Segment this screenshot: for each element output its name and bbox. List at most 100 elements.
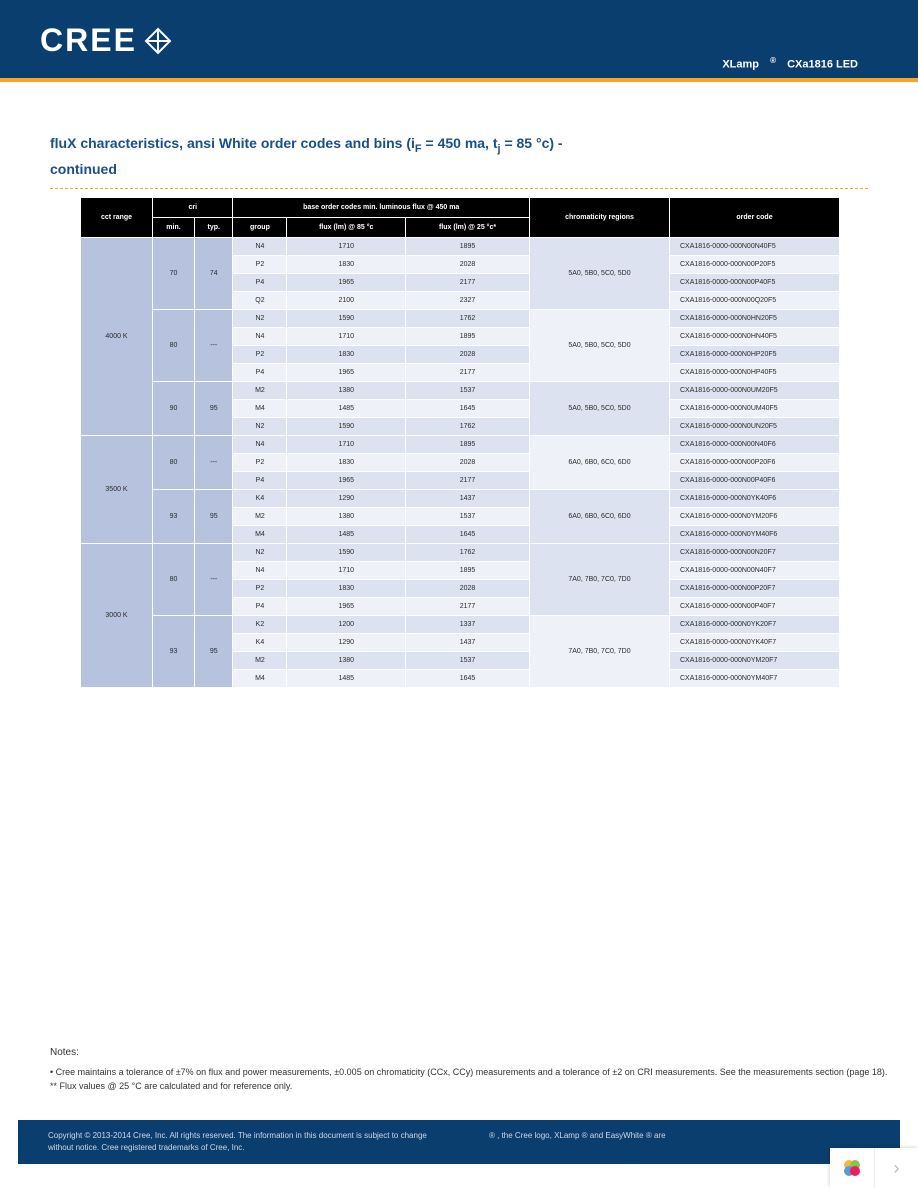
- group-cell: N4: [233, 328, 287, 346]
- chrom-cell: 7A0, 7B0, 7C0, 7D0: [530, 616, 670, 688]
- order-code-cell: CXA1816-0000-000N00P20F6: [670, 454, 840, 472]
- flux85-cell: 1590: [287, 418, 406, 436]
- product-model: CXa1816 LED: [787, 59, 858, 71]
- group-cell: M2: [233, 382, 287, 400]
- flux25-cell: 2177: [406, 598, 530, 616]
- table-wrap: cct range cri base order codes min. lumi…: [80, 197, 868, 688]
- group-cell: M2: [233, 508, 287, 526]
- th-order: order code: [670, 198, 840, 238]
- chrom-cell: 5A0, 5B0, 5C0, 5D0: [530, 310, 670, 382]
- flux85-cell: 1485: [287, 400, 406, 418]
- notes-title: Notes:: [50, 1045, 887, 1061]
- flux85-cell: 1830: [287, 580, 406, 598]
- flux25-cell: 1537: [406, 652, 530, 670]
- cri-min-cell: 80: [153, 544, 195, 616]
- flux25-cell: 2177: [406, 364, 530, 382]
- group-cell: M4: [233, 670, 287, 688]
- flux25-cell: 2177: [406, 472, 530, 490]
- section-title: fluX characteristics, ansi White order c…: [50, 132, 868, 182]
- group-cell: N4: [233, 562, 287, 580]
- flux85-cell: 1380: [287, 508, 406, 526]
- footer-text-a: , the Cree logo, XLamp: [497, 1131, 579, 1140]
- flux85-cell: 1710: [287, 238, 406, 256]
- order-code-cell: CXA1816-0000-000N00P40F5: [670, 274, 840, 292]
- cri-min-cell: 80: [153, 310, 195, 382]
- flux25-cell: 1895: [406, 562, 530, 580]
- order-code-cell: CXA1816-0000-000N0HP20F5: [670, 346, 840, 364]
- group-cell: K2: [233, 616, 287, 634]
- group-cell: M4: [233, 400, 287, 418]
- group-cell: K4: [233, 634, 287, 652]
- group-cell: P4: [233, 598, 287, 616]
- flux85-cell: 1830: [287, 346, 406, 364]
- group-cell: N2: [233, 418, 287, 436]
- flux25-cell: 2327: [406, 292, 530, 310]
- cri-min-cell: 93: [153, 490, 195, 544]
- order-code-cell: CXA1816-0000-000N0YK40F6: [670, 490, 840, 508]
- cct-cell: 3500 K: [81, 436, 153, 544]
- table-row: 4000 K7074N4171018955A0, 5B0, 5C0, 5D0CX…: [81, 238, 840, 256]
- order-code-cell: CXA1816-0000-000N00Q20F5: [670, 292, 840, 310]
- order-code-cell: CXA1816-0000-000N0YK20F7: [670, 616, 840, 634]
- group-cell: P2: [233, 454, 287, 472]
- table-row: 3500 K80---N4171018956A0, 6B0, 6C0, 6D0C…: [81, 436, 840, 454]
- note-2: ** Flux values @ 25 °C are calculated an…: [62, 1079, 887, 1093]
- order-code-cell: CXA1816-0000-000N0UM20F5: [670, 382, 840, 400]
- footer-sup-2: ®: [582, 1131, 588, 1140]
- group-cell: P4: [233, 472, 287, 490]
- order-code-cell: CXA1816-0000-000N0YM20F7: [670, 652, 840, 670]
- title-sub-j: j: [498, 143, 501, 155]
- content: fluX characteristics, ansi White order c…: [0, 82, 918, 688]
- cri-typ-cell: ---: [194, 436, 233, 490]
- flux25-cell: 2028: [406, 580, 530, 598]
- flux25-cell: 1437: [406, 634, 530, 652]
- cri-min-cell: 93: [153, 616, 195, 688]
- cri-typ-cell: ---: [194, 310, 233, 382]
- title-continued: continued: [50, 161, 117, 177]
- corner-arrow-icon[interactable]: ›: [874, 1148, 918, 1188]
- flux85-cell: 1590: [287, 544, 406, 562]
- group-cell: P4: [233, 274, 287, 292]
- reg-mark: ®: [770, 56, 776, 65]
- flux85-cell: 1965: [287, 472, 406, 490]
- flux25-cell: 1437: [406, 490, 530, 508]
- flux25-cell: 2028: [406, 346, 530, 364]
- order-code-cell: CXA1816-0000-000N0YM20F6: [670, 508, 840, 526]
- note-1: • Cree maintains a tolerance of ±7% on f…: [62, 1065, 887, 1079]
- table-row: 3000 K80---N2159017627A0, 7B0, 7C0, 7D0C…: [81, 544, 840, 562]
- th-cri: cri: [153, 198, 233, 218]
- order-code-cell: CXA1816-0000-000N00N20F7: [670, 544, 840, 562]
- cri-min-cell: 90: [153, 382, 195, 436]
- corner-flower-icon[interactable]: [830, 1148, 874, 1188]
- flux85-cell: 1485: [287, 670, 406, 688]
- title-part-c: = 85 °c) -: [504, 135, 562, 151]
- group-cell: N4: [233, 436, 287, 454]
- flux25-cell: 1537: [406, 508, 530, 526]
- title-part-a: fluX characteristics, ansi White order c…: [50, 135, 415, 151]
- cri-min-cell: 70: [153, 238, 195, 310]
- footer: Copyright © 2013-2014 Cree, Inc. All rig…: [18, 1120, 900, 1164]
- flux25-cell: 1895: [406, 328, 530, 346]
- flux85-cell: 1590: [287, 310, 406, 328]
- flux85-cell: 1200: [287, 616, 406, 634]
- th-base: base order codes min. luminous flux @ 45…: [233, 198, 530, 218]
- chrom-cell: 7A0, 7B0, 7C0, 7D0: [530, 544, 670, 616]
- flux25-cell: 1645: [406, 526, 530, 544]
- product-line: XLamp: [722, 59, 759, 71]
- flux85-cell: 1710: [287, 562, 406, 580]
- th-cri-typ: typ.: [194, 218, 233, 238]
- order-code-cell: CXA1816-0000-000N0YK40F7: [670, 634, 840, 652]
- order-code-cell: CXA1816-0000-000N00P40F6: [670, 472, 840, 490]
- corner-widget[interactable]: ›: [830, 1148, 918, 1188]
- group-cell: Q2: [233, 292, 287, 310]
- group-cell: P2: [233, 346, 287, 364]
- order-code-cell: CXA1816-0000-000N0UM40F5: [670, 400, 840, 418]
- footer-text-b: and EasyWhite: [590, 1131, 644, 1140]
- order-code-cell: CXA1816-0000-000N00P20F7: [670, 580, 840, 598]
- title-sub-f: F: [415, 143, 422, 155]
- flux25-cell: 2028: [406, 256, 530, 274]
- flux85-cell: 1380: [287, 652, 406, 670]
- order-code-cell: CXA1816-0000-000N0HN20F5: [670, 310, 840, 328]
- flux85-cell: 1830: [287, 256, 406, 274]
- order-code-cell: CXA1816-0000-000N00P40F7: [670, 598, 840, 616]
